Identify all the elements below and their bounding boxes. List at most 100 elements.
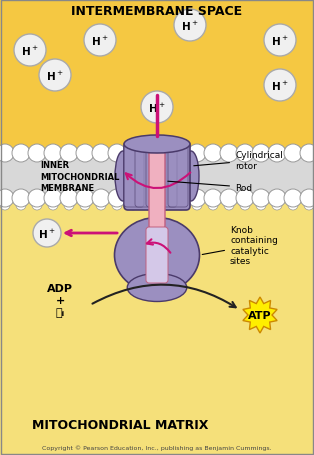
Text: H$^+$: H$^+$	[271, 79, 289, 92]
Text: H$^+$: H$^+$	[46, 69, 64, 82]
Circle shape	[92, 145, 110, 162]
Circle shape	[0, 201, 10, 211]
Circle shape	[300, 145, 314, 162]
Circle shape	[0, 190, 14, 207]
Circle shape	[188, 145, 206, 162]
Circle shape	[64, 201, 74, 211]
Circle shape	[144, 201, 154, 211]
FancyBboxPatch shape	[149, 140, 165, 228]
Circle shape	[28, 190, 46, 207]
Ellipse shape	[115, 218, 199, 293]
Circle shape	[0, 145, 14, 162]
Ellipse shape	[138, 238, 176, 283]
Circle shape	[220, 145, 238, 162]
Circle shape	[252, 190, 270, 207]
Circle shape	[172, 190, 190, 207]
Circle shape	[96, 146, 106, 156]
Circle shape	[108, 190, 126, 207]
Text: INTERMEMBRANE SPACE: INTERMEMBRANE SPACE	[72, 5, 242, 17]
FancyBboxPatch shape	[157, 146, 177, 207]
Circle shape	[160, 146, 170, 156]
Text: H$^+$: H$^+$	[21, 44, 39, 57]
Circle shape	[172, 145, 190, 162]
Circle shape	[14, 35, 46, 67]
FancyBboxPatch shape	[124, 143, 190, 211]
Circle shape	[156, 145, 174, 162]
Circle shape	[76, 145, 94, 162]
Text: H$^+$: H$^+$	[181, 20, 199, 32]
Circle shape	[80, 146, 90, 156]
Circle shape	[160, 201, 170, 211]
Circle shape	[224, 146, 234, 156]
Circle shape	[124, 145, 142, 162]
Circle shape	[32, 201, 42, 211]
Text: INNER
MITOCHONDRIAL
MEMBRANE: INNER MITOCHONDRIAL MEMBRANE	[40, 161, 119, 192]
Circle shape	[60, 190, 78, 207]
Circle shape	[112, 146, 122, 156]
Circle shape	[288, 146, 298, 156]
Circle shape	[141, 92, 173, 124]
Circle shape	[192, 201, 202, 211]
Circle shape	[192, 146, 202, 156]
Ellipse shape	[183, 152, 199, 202]
Circle shape	[44, 190, 62, 207]
Circle shape	[156, 190, 174, 207]
Circle shape	[272, 201, 282, 211]
Circle shape	[268, 145, 286, 162]
Circle shape	[16, 201, 26, 211]
FancyBboxPatch shape	[124, 146, 144, 207]
Circle shape	[220, 190, 238, 207]
Circle shape	[256, 201, 266, 211]
Circle shape	[64, 146, 74, 156]
Circle shape	[288, 201, 298, 211]
Circle shape	[240, 201, 250, 211]
Ellipse shape	[117, 232, 153, 273]
Circle shape	[12, 145, 30, 162]
FancyBboxPatch shape	[146, 228, 168, 283]
Circle shape	[96, 201, 106, 211]
Circle shape	[208, 146, 218, 156]
Circle shape	[108, 145, 126, 162]
Circle shape	[240, 146, 250, 156]
Circle shape	[92, 190, 110, 207]
Circle shape	[236, 145, 254, 162]
Circle shape	[204, 190, 222, 207]
Circle shape	[304, 201, 314, 211]
Circle shape	[128, 201, 138, 211]
Circle shape	[60, 145, 78, 162]
Circle shape	[44, 145, 62, 162]
Circle shape	[176, 146, 186, 156]
Circle shape	[32, 146, 42, 156]
Circle shape	[39, 60, 71, 92]
Text: MITOCHONDRIAL MATRIX: MITOCHONDRIAL MATRIX	[32, 419, 208, 431]
Circle shape	[112, 201, 122, 211]
Circle shape	[264, 25, 296, 57]
Circle shape	[188, 190, 206, 207]
Circle shape	[48, 201, 58, 211]
Circle shape	[76, 190, 94, 207]
Circle shape	[144, 146, 154, 156]
Circle shape	[16, 146, 26, 156]
Circle shape	[224, 201, 234, 211]
Circle shape	[304, 146, 314, 156]
FancyBboxPatch shape	[168, 146, 188, 207]
Ellipse shape	[127, 274, 187, 302]
Ellipse shape	[161, 232, 197, 273]
Circle shape	[252, 145, 270, 162]
FancyBboxPatch shape	[0, 0, 314, 196]
Text: ATP: ATP	[248, 310, 272, 320]
FancyBboxPatch shape	[0, 156, 314, 201]
Circle shape	[48, 146, 58, 156]
Text: Knob
containing
catalytic
sites: Knob containing catalytic sites	[202, 225, 278, 266]
Circle shape	[124, 190, 142, 207]
Circle shape	[140, 190, 158, 207]
Ellipse shape	[124, 136, 190, 154]
Circle shape	[204, 145, 222, 162]
Circle shape	[84, 25, 116, 57]
Text: Rod: Rod	[168, 182, 252, 192]
Circle shape	[174, 10, 206, 42]
Circle shape	[33, 219, 61, 248]
Text: H$^+$: H$^+$	[91, 35, 109, 47]
Circle shape	[300, 190, 314, 207]
Circle shape	[28, 145, 46, 162]
